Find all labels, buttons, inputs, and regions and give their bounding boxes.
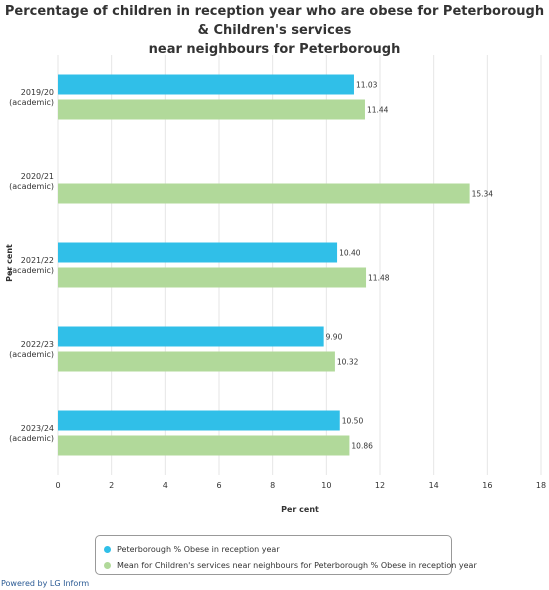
y-axis-title: Per cent xyxy=(5,244,14,282)
bar-series2-3[interactable] xyxy=(58,351,335,372)
data-label-series2-1: 15.34 xyxy=(472,190,494,199)
legend-marker-icon xyxy=(104,545,111,553)
x-tick-label-6: 6 xyxy=(216,481,221,490)
data-label-series2-3: 10.32 xyxy=(337,358,359,367)
bars xyxy=(58,74,470,456)
data-label-series2-4: 10.86 xyxy=(351,442,373,451)
data-label-series1-4: 10.50 xyxy=(342,417,364,426)
category-labels: 2019/20 (academic) 2020/21 (academic) 2021/2… xyxy=(9,88,54,443)
bar-series2-4[interactable] xyxy=(58,435,350,456)
category-label-4: 2023/24 (academic) xyxy=(9,424,54,443)
x-tick-labels: 0 2 4 6 8 10 12 14 16 18 xyxy=(55,481,546,490)
bar-series1-0[interactable] xyxy=(58,74,354,95)
chart-title: Percentage of children in reception year… xyxy=(0,2,549,59)
x-axis-title: Per cent xyxy=(281,505,319,514)
bar-series1-3[interactable] xyxy=(58,326,324,347)
chart-title-line-2: near neighbours for Peterborough xyxy=(148,42,401,57)
legend: Peterborough % Obese in reception year M… xyxy=(95,535,477,575)
bar-series2-2[interactable] xyxy=(58,267,367,288)
legend-marker-icon xyxy=(104,561,111,569)
bar-series1-4[interactable] xyxy=(58,410,340,431)
data-label-series1-2: 10.40 xyxy=(339,249,361,258)
bar-series1-2[interactable] xyxy=(58,242,338,263)
x-tick-label-10: 10 xyxy=(321,481,331,490)
legend-item-neighbours-mean[interactable]: Mean for Children's services near neighb… xyxy=(96,557,477,573)
x-tick-label-4: 4 xyxy=(163,481,168,490)
category-label-2: 2021/22 (academic) xyxy=(9,256,54,275)
category-label-0: 2019/20 (academic) xyxy=(9,88,54,107)
powered-by-link[interactable]: Powered by LG Inform xyxy=(1,579,90,588)
x-tick-label-18: 18 xyxy=(536,481,546,490)
x-tick-label-16: 16 xyxy=(482,481,492,490)
chart-title-line-1: Percentage of children in reception year… xyxy=(4,4,545,38)
legend-label-neighbours-mean: Mean for Children's services near neighb… xyxy=(117,560,477,570)
gridlines xyxy=(57,55,542,475)
bar-chart: 11.03 11.44 15.34 10.40 11.48 9.90 10.32 10.50 1… xyxy=(5,55,546,514)
data-label-series2-0: 11.44 xyxy=(367,106,389,115)
legend-label-peterborough: Peterborough % Obese in reception year xyxy=(117,544,280,554)
data-label-series1-3: 9.90 xyxy=(326,333,343,342)
data-labels: 11.03 11.44 15.34 10.40 11.48 9.90 10.32 10.50 1… xyxy=(326,81,494,451)
category-label-3: 2022/23 (academic) xyxy=(9,340,54,359)
category-label-1: 2020/21 (academic) xyxy=(9,172,54,191)
bar-series2-1[interactable] xyxy=(58,183,470,204)
data-label-series1-0: 11.03 xyxy=(356,81,378,90)
x-tick-label-0: 0 xyxy=(55,481,60,490)
bar-series2-0[interactable] xyxy=(58,99,365,120)
x-tick-label-8: 8 xyxy=(270,481,275,490)
x-tick-label-14: 14 xyxy=(429,481,439,490)
x-tick-label-2: 2 xyxy=(109,481,114,490)
x-tick-label-12: 12 xyxy=(375,481,385,490)
legend-item-peterborough[interactable]: Peterborough % Obese in reception year xyxy=(96,541,451,557)
data-label-series2-2: 11.48 xyxy=(368,274,390,283)
